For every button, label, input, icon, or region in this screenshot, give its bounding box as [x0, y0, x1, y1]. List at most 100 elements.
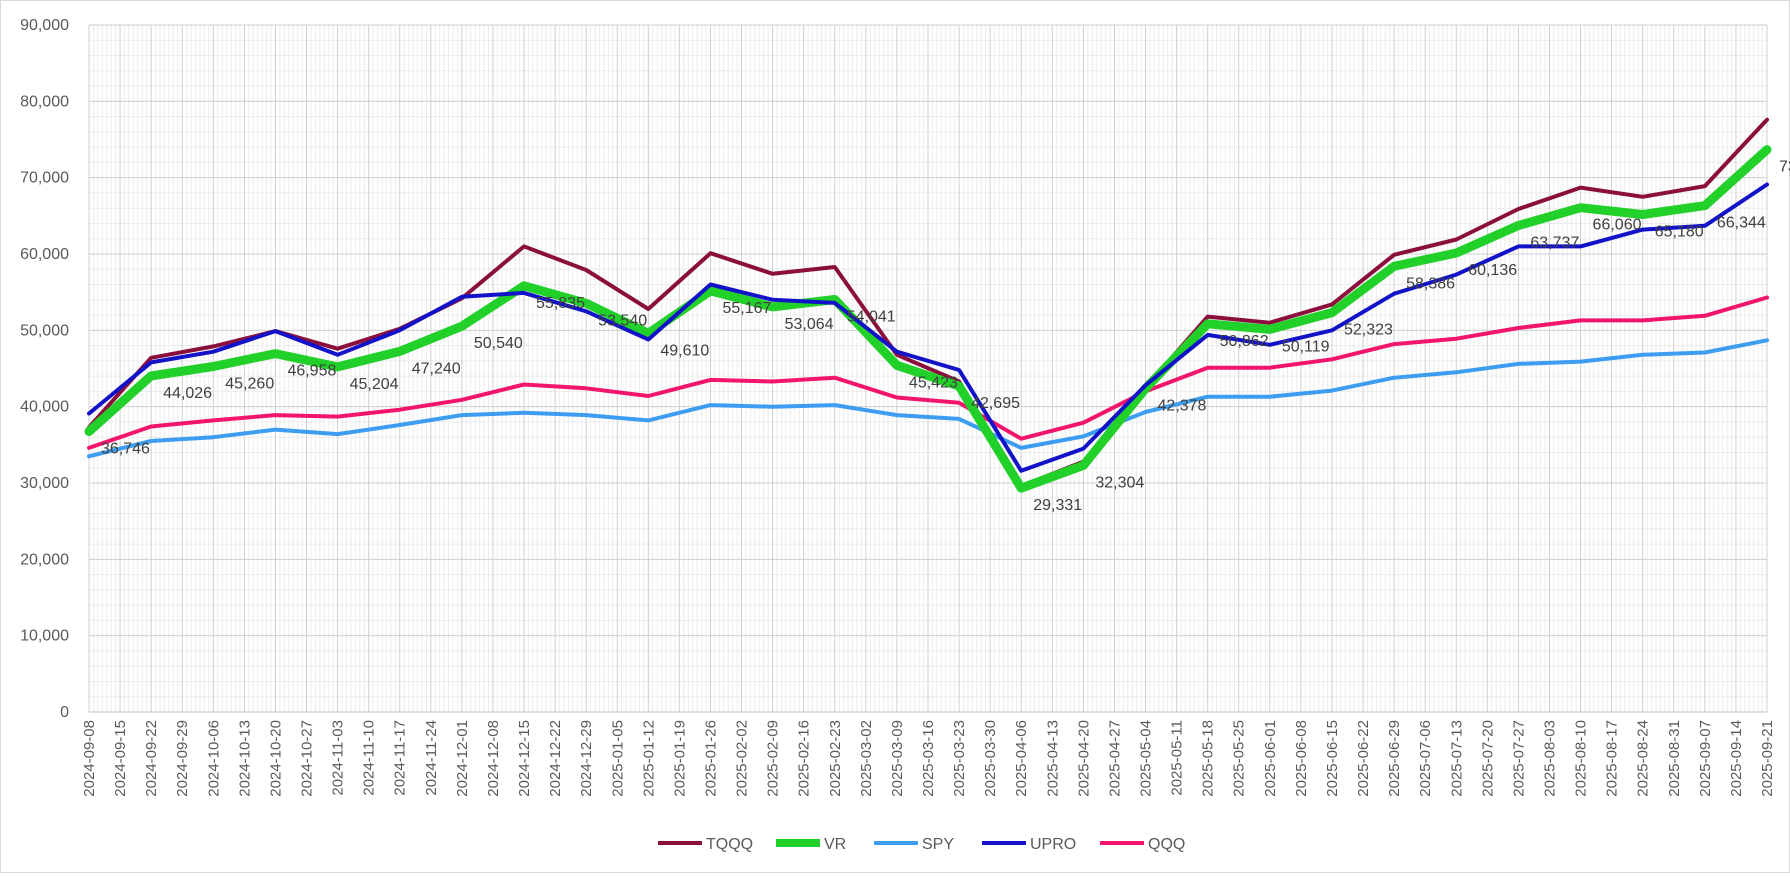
major-gridlines: [88, 24, 1768, 713]
x-tick-label: 2025-02-09: [765, 720, 782, 797]
x-tick-label: 2025-08-31: [1666, 720, 1683, 797]
series-lines: [84, 117, 1772, 493]
legend-label: TQQQ: [706, 836, 753, 853]
data-label: 60,136: [1468, 262, 1517, 279]
x-tick-label: 2025-03-30: [982, 720, 999, 797]
legend: TQQQ VR SPY UPRO QQQ: [658, 836, 1185, 853]
y-tick-label: 20,000: [20, 551, 69, 568]
data-label: 45,260: [225, 376, 274, 393]
x-tick-label: 2025-03-16: [920, 720, 937, 797]
x-tick-label: 2025-02-23: [827, 720, 844, 797]
x-tick-label: 2025-08-24: [1635, 720, 1652, 797]
x-tick-label: 2025-08-17: [1604, 720, 1621, 797]
y-tick-label: 10,000: [20, 628, 69, 645]
data-label: 42,695: [971, 395, 1020, 412]
data-label: 55,167: [722, 300, 771, 317]
x-tick-label: 2024-11-24: [423, 720, 440, 796]
x-tick-label: 2025-08-10: [1573, 720, 1590, 797]
x-tick-label: 2024-10-06: [205, 720, 222, 797]
data-label: 47,240: [412, 360, 461, 377]
x-tick-label: 2025-01-19: [671, 720, 688, 797]
y-tick-label: 50,000: [20, 322, 69, 339]
x-axis: 2024-09-08 2024-09-15 2024-09-22 2024-09-29…: [81, 711, 1776, 797]
x-tick-label: 2025-01-05: [609, 720, 626, 797]
data-label: 65,180: [1655, 223, 1704, 240]
legend-label: VR: [824, 836, 846, 853]
data-label: 66,060: [1593, 217, 1642, 234]
data-label: 55,835: [536, 295, 585, 312]
legend-item-vr: VR: [776, 836, 846, 853]
x-tick-label: 2025-07-06: [1417, 720, 1434, 797]
x-tick-label: 2024-11-10: [361, 720, 378, 796]
legend-item-spy: SPY: [874, 836, 954, 853]
x-tick-label: 2025-02-16: [796, 720, 813, 797]
y-tick-label: 90,000: [20, 17, 69, 34]
x-tick-label: 2024-12-01: [454, 720, 471, 797]
x-tick-label: 2025-08-03: [1541, 720, 1558, 797]
series-line-upro: [87, 182, 1769, 473]
data-label: 36,746: [101, 441, 150, 458]
x-tick-label: 2024-12-22: [547, 720, 564, 797]
data-label: 50,540: [474, 335, 523, 352]
x-tick-label: 2025-09-14: [1728, 720, 1745, 797]
data-labels: 36,746 44,026 45,260 46,958 45,204 47,240 50,5…: [101, 159, 1790, 515]
data-label: 63,737: [1530, 234, 1579, 251]
data-label: 73,680: [1779, 159, 1790, 176]
data-label: 42,378: [1158, 398, 1207, 415]
x-tick-label: 2025-07-13: [1448, 720, 1465, 797]
x-tick-label: 2025-09-07: [1697, 720, 1714, 797]
data-label: 50,119: [1282, 338, 1330, 355]
data-label: 46,958: [287, 363, 336, 380]
x-tick-label: 2025-06-01: [1262, 720, 1279, 797]
x-tick-label: 2025-07-20: [1479, 720, 1496, 797]
data-label: 29,331: [1033, 497, 1082, 514]
legend-item-upro: UPRO: [982, 836, 1076, 853]
x-tick-label: 2025-05-18: [1200, 720, 1217, 797]
y-tick-label: 60,000: [20, 246, 69, 263]
x-tick-label: 2024-09-08: [81, 720, 98, 797]
data-label: 53,064: [785, 316, 834, 333]
x-tick-label: 2025-06-08: [1293, 720, 1310, 797]
x-tick-label: 2025-02-02: [734, 720, 751, 797]
y-tick-label: 80,000: [20, 93, 69, 110]
x-tick-label: 2024-11-17: [392, 720, 409, 796]
legend-item-qqq: QQQ: [1100, 836, 1185, 853]
data-label: 53,540: [598, 312, 647, 329]
x-tick-label: 2025-06-22: [1355, 720, 1372, 797]
x-tick-label: 2025-01-12: [640, 720, 657, 797]
series-line-tqqq: [87, 117, 1769, 489]
x-tick-label: 2025-03-02: [858, 720, 875, 797]
x-tick-label: 2024-09-22: [143, 720, 160, 797]
x-tick-label: 2024-12-29: [578, 720, 595, 797]
x-tick-label: 2025-03-23: [951, 720, 968, 797]
y-tick-label: 40,000: [20, 399, 69, 416]
x-tick-label: 2024-09-15: [112, 720, 129, 797]
data-label: 58,386: [1406, 275, 1455, 292]
legend-label: QQQ: [1148, 836, 1185, 853]
x-tick-label: 2024-12-15: [516, 720, 533, 797]
y-tick-label: 0: [60, 704, 69, 721]
data-label: 45,423: [909, 374, 958, 391]
series-line-spy: [87, 338, 1769, 459]
x-tick-label: 2024-11-03: [330, 720, 347, 796]
x-tick-label: 2025-09-21: [1759, 720, 1776, 797]
data-label: 49,610: [660, 342, 709, 359]
x-tick-label: 2025-05-04: [1138, 720, 1155, 797]
series-line-vr: [84, 145, 1772, 493]
series-line-qqq: [87, 295, 1769, 450]
x-tick-label: 2025-04-13: [1044, 720, 1061, 797]
x-tick-label: 2024-10-13: [236, 720, 253, 797]
data-label: 44,026: [163, 385, 212, 402]
data-label: 52,323: [1344, 322, 1393, 339]
x-tick-label: 2024-12-08: [485, 720, 502, 797]
x-tick-label: 2025-04-06: [1013, 720, 1030, 797]
data-label: 50,862: [1220, 333, 1269, 350]
legend-label: UPRO: [1030, 836, 1076, 853]
legend-item-tqqq: TQQQ: [658, 836, 753, 853]
x-tick-label: 2024-10-27: [299, 720, 316, 797]
legend-label: SPY: [922, 836, 954, 853]
x-tick-label: 2025-05-11: [1169, 720, 1186, 796]
x-tick-label: 2025-07-27: [1510, 720, 1527, 797]
